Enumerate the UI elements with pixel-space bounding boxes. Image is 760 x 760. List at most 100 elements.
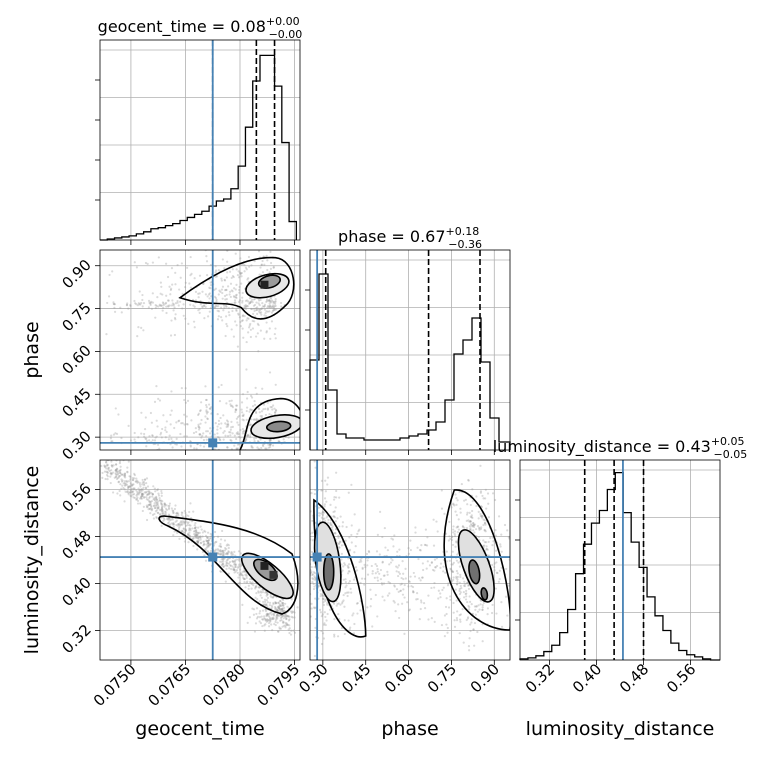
sample-point [252, 418, 255, 421]
sample-point [204, 534, 208, 537]
sample-point [206, 536, 209, 539]
sample-point [280, 608, 284, 611]
sample-point [274, 602, 277, 605]
sample-point [147, 498, 150, 502]
sample-point [160, 506, 164, 509]
sample-point [276, 609, 279, 612]
sample-point [207, 315, 210, 318]
sample-point [262, 255, 265, 258]
sample-point [228, 567, 231, 570]
sample-point [349, 626, 352, 629]
sample-point [222, 565, 225, 568]
sample-point [450, 538, 454, 542]
sample-point [170, 390, 173, 393]
sample-point [275, 613, 279, 617]
sample-point [114, 469, 117, 472]
sample-point [337, 602, 340, 605]
sample-point [202, 540, 205, 543]
sample-point [500, 566, 503, 569]
sample-point [189, 303, 192, 306]
sample-point [388, 563, 391, 566]
sample-point [199, 538, 202, 541]
contour-inner-right [468, 559, 481, 585]
sample-point [265, 598, 268, 602]
sample-point [110, 473, 113, 476]
sample-point [132, 487, 135, 490]
sample-point [256, 615, 259, 618]
sample-point [206, 545, 209, 549]
sample-point [234, 294, 238, 297]
sample-point [252, 471, 254, 473]
sample-point [272, 305, 275, 308]
sample-point [259, 329, 262, 332]
sample-point [252, 298, 256, 301]
sample-point [207, 403, 211, 406]
sample-point [346, 591, 349, 594]
sample-point [123, 482, 126, 485]
sample-point [216, 432, 219, 435]
sample-point [444, 605, 448, 609]
sample-point [175, 514, 178, 517]
sample-point [460, 587, 463, 590]
sample-point [382, 582, 386, 585]
sample-point [470, 603, 473, 606]
sample-point [130, 495, 133, 498]
sample-point [257, 590, 260, 593]
sample-point [341, 602, 344, 605]
sample-point [459, 507, 462, 510]
sample-point [272, 466, 274, 468]
sample-point [141, 481, 144, 484]
sample-point [178, 288, 181, 291]
sample-point [307, 521, 309, 523]
sample-point [376, 570, 379, 573]
sample-point [126, 302, 129, 305]
sample-point [475, 605, 478, 608]
sample-point [245, 581, 248, 584]
sample-point [235, 437, 238, 441]
sample-point [177, 514, 180, 517]
sample-point [234, 320, 237, 323]
sample-point [452, 578, 455, 581]
sample-point [135, 489, 138, 492]
sample-point [223, 549, 227, 552]
sample-point [306, 528, 308, 530]
sample-point [234, 409, 237, 412]
sample-point [225, 305, 228, 309]
sample-point [304, 546, 306, 548]
sample-point [261, 302, 264, 305]
sample-point [329, 522, 332, 525]
sample-point [422, 601, 426, 605]
sample-point [148, 435, 151, 438]
sample-point [322, 603, 326, 607]
sample-point [271, 617, 274, 621]
sample-point [262, 463, 264, 465]
sample-point [234, 408, 237, 411]
sample-point [132, 483, 135, 486]
sample-point [266, 618, 269, 621]
sample-point [467, 479, 470, 482]
sample-point [471, 524, 475, 527]
sample-point [329, 524, 332, 527]
sample-point [241, 432, 244, 435]
sample-point [292, 629, 295, 632]
sample-point [268, 451, 270, 453]
sample-point [239, 257, 242, 260]
sample-point [465, 728, 467, 730]
sample-point [257, 586, 260, 589]
sample-point [201, 306, 204, 309]
sample-point [143, 478, 147, 481]
sample-point [193, 305, 196, 308]
sample-point [334, 506, 337, 509]
sample-point [277, 606, 280, 609]
sample-point [148, 495, 152, 498]
sample-point [458, 565, 462, 568]
sample-point [167, 299, 170, 302]
sample-point [276, 621, 279, 624]
sample-point [114, 432, 117, 435]
sample-point [381, 535, 384, 539]
sample-point [470, 516, 473, 519]
sample-point [255, 335, 258, 338]
sample-point [151, 261, 155, 264]
sample-point [114, 475, 117, 479]
sample-point [234, 565, 237, 569]
